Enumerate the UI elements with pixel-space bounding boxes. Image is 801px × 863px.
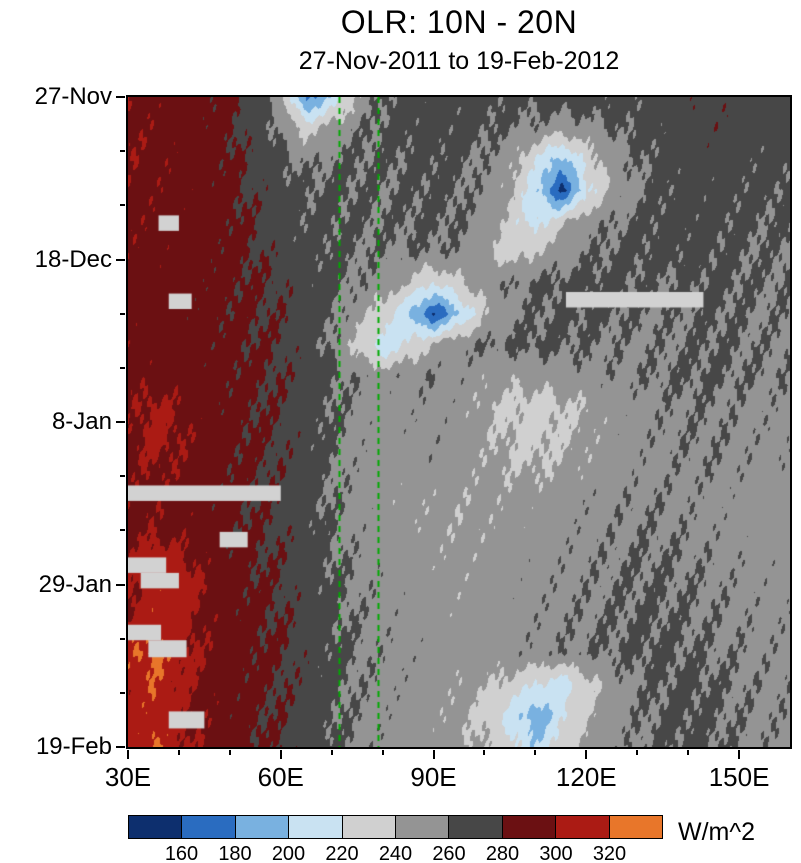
colorbar-tick-label: 240 <box>378 843 413 863</box>
x-axis-label: 120E <box>555 762 617 792</box>
x-major-tick <box>738 750 741 759</box>
colorbar-tick-label: 200 <box>271 843 306 863</box>
x-axis-label: 30E <box>104 762 152 792</box>
colorbar-cell-5 <box>396 816 450 838</box>
x-minor-tick <box>687 750 690 755</box>
y-minor-tick <box>120 204 125 207</box>
x-minor-tick <box>228 750 231 755</box>
y-minor-tick <box>120 529 125 532</box>
y-minor-tick <box>120 366 125 369</box>
x-axis-label: 60E <box>257 762 304 792</box>
colorbar-tick-label: 300 <box>539 843 573 863</box>
y-minor-tick <box>120 312 125 315</box>
colorbar-cell-2 <box>235 816 290 838</box>
x-minor-tick <box>483 750 486 755</box>
colorbar-tick-label: 220 <box>325 843 359 863</box>
colorbar-cell-6 <box>449 816 503 838</box>
y-axis-label: 29-Jan <box>38 570 112 598</box>
chart-subtitle: 27-Nov-2011 to 19-Feb-2012 <box>298 47 620 75</box>
y-major-tick <box>116 746 125 748</box>
y-minor-tick <box>120 475 125 478</box>
colorbar-tick-label: 260 <box>432 843 466 863</box>
x-major-tick <box>127 750 129 759</box>
heatmap-canvas <box>128 97 790 747</box>
y-axis-label: 19-Feb <box>35 733 112 760</box>
colorbar-tick-label: 280 <box>485 843 520 863</box>
x-axis-label: 90E <box>410 762 457 792</box>
colorbar-cell-7 <box>502 816 557 838</box>
plot-area <box>126 95 792 749</box>
y-major-tick <box>116 96 125 98</box>
y-axis-label: 18-Dec <box>34 245 112 273</box>
x-minor-tick <box>330 750 333 755</box>
colorbar-cell-9 <box>609 816 663 838</box>
colorbar-cell-4 <box>342 816 397 838</box>
x-minor-tick <box>636 750 639 755</box>
x-minor-tick <box>177 750 180 755</box>
x-major-tick <box>432 750 435 759</box>
y-minor-tick <box>120 150 125 153</box>
x-axis-label: 150E <box>708 762 770 792</box>
x-major-tick <box>585 750 588 759</box>
colorbar-cell-0 <box>129 816 183 838</box>
chart-title: OLR: 10N - 20N <box>340 4 578 40</box>
y-minor-tick <box>120 637 125 640</box>
y-major-tick <box>116 421 125 423</box>
x-minor-tick <box>534 750 537 755</box>
colorbar-tick-label: 320 <box>592 843 627 863</box>
y-axis-label: 27-Nov <box>34 83 112 110</box>
colorbar-cell-1 <box>182 816 236 838</box>
colorbar-tick-label: 180 <box>218 843 252 863</box>
y-axis-label: 8-Jan <box>51 408 112 435</box>
colorbar-units-label: W/m^2 <box>678 818 756 846</box>
colorbar <box>128 815 663 839</box>
y-minor-tick <box>120 691 125 694</box>
x-major-tick <box>279 750 282 759</box>
y-major-tick <box>116 258 125 261</box>
colorbar-cell-3 <box>289 816 343 838</box>
colorbar-tick-label: 160 <box>164 843 199 863</box>
y-major-tick <box>116 583 125 586</box>
colorbar-cell-8 <box>556 816 610 838</box>
x-minor-tick <box>381 750 384 755</box>
